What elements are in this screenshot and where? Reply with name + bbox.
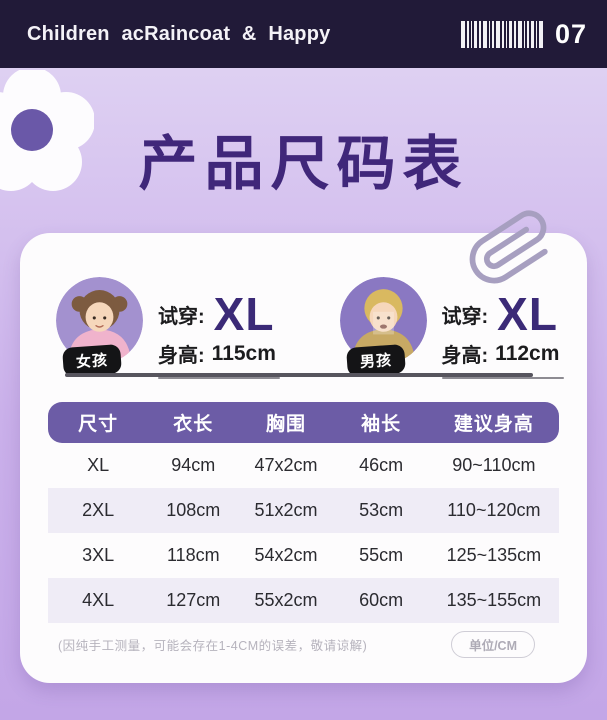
table-row: 2XL 108cm 51x2cm 53cm 110~120cm xyxy=(48,488,559,533)
barcode-group: 07 xyxy=(460,18,587,50)
cell-size: XL xyxy=(87,455,110,475)
unit-badge: 单位/CM xyxy=(451,631,535,658)
underline xyxy=(441,377,564,379)
col-header-size: 尺寸 xyxy=(78,414,119,435)
table-row: 4XL 127cm 55x2cm 60cm 135~155cm xyxy=(48,578,559,623)
page-title: 产品尺码表 xyxy=(138,131,469,197)
cell-length: 94cm xyxy=(171,455,216,475)
fit-model-girl: 女孩 试穿: XL 身高: 115cm xyxy=(20,277,304,387)
cell-sleeve: 55cm xyxy=(359,545,404,565)
col-header-height: 建议身高 xyxy=(453,414,534,435)
cell-chest: 55x2cm xyxy=(254,590,318,610)
tryon-label: 试穿: xyxy=(158,305,205,328)
cell-sleeve: 53cm xyxy=(359,500,404,520)
cell-chest: 51x2cm xyxy=(254,500,318,520)
cell-chest: 54x2cm xyxy=(254,545,318,565)
cell-height: 125~135cm xyxy=(446,545,542,565)
tryon-size: XL xyxy=(497,288,558,340)
col-header-sleeve: 袖长 xyxy=(361,414,402,435)
girl-avatar-wrap: 女孩 xyxy=(56,277,144,387)
size-chart-card: 女孩 试穿: XL 身高: 115cm xyxy=(20,233,587,683)
page-number: 07 xyxy=(554,18,587,49)
tryon-label: 试穿: xyxy=(441,305,489,328)
top-header-bar: Children acRaincoat & Happy 07 xyxy=(0,0,607,68)
girl-fit-info: 试穿: XL 身高: 115cm xyxy=(158,277,280,379)
cell-height: 110~120cm xyxy=(447,500,541,520)
table-row: 3XL 118cm 54x2cm 55cm 125~135cm xyxy=(48,533,559,578)
col-header-length: 衣长 xyxy=(173,414,214,435)
size-table-header: 尺寸 衣长 胸围 袖长 建议身高 xyxy=(48,402,559,443)
card-footer: (因纯手工测量，可能会存在1-4CM的误差，敬请谅解) 单位/CM xyxy=(20,631,587,658)
boy-fit-info: 试穿: XL 身高: 112cm xyxy=(441,277,564,379)
height-label: 身高: xyxy=(158,345,205,367)
cell-sleeve: 60cm xyxy=(359,590,404,610)
flower-icon xyxy=(0,70,94,191)
underline xyxy=(158,377,280,379)
fit-models-row: 女孩 试穿: XL 身高: 115cm xyxy=(20,277,587,387)
brand-title: Children acRaincoat & Happy xyxy=(27,22,331,45)
cell-sleeve: 46cm xyxy=(359,455,404,475)
cell-length: 108cm xyxy=(166,500,221,520)
cell-chest: 47x2cm xyxy=(254,455,318,475)
cell-size: 2XL xyxy=(82,500,115,520)
barcode-icon xyxy=(460,20,543,48)
cell-height: 90~110cm xyxy=(452,455,536,475)
boy-avatar-wrap: 男孩 xyxy=(339,277,428,387)
cell-length: 118cm xyxy=(166,545,220,565)
height-value: 115cm xyxy=(211,341,276,365)
section-divider xyxy=(65,373,533,377)
cell-length: 127cm xyxy=(166,590,221,610)
fit-model-boy: 男孩 试穿: XL 身高: 112cm xyxy=(304,277,588,387)
paperclip-icon xyxy=(469,210,548,284)
tryon-size: XL xyxy=(213,288,275,340)
height-label: 身高: xyxy=(441,345,489,367)
cell-height: 135~155cm xyxy=(446,590,542,610)
height-value: 112cm xyxy=(495,341,560,365)
measurement-note: (因纯手工测量，可能会存在1-4CM的误差，敬请谅解) xyxy=(58,639,368,653)
size-table: 尺寸 衣长 胸围 袖长 建议身高 XL 94cm 47x2cm 46cm 90~… xyxy=(48,402,559,623)
table-row: XL 94cm 47x2cm 46cm 90~110cm xyxy=(48,443,559,488)
cell-size: 3XL xyxy=(82,545,115,565)
cell-size: 4XL xyxy=(82,590,115,610)
col-header-chest: 胸围 xyxy=(265,414,306,435)
